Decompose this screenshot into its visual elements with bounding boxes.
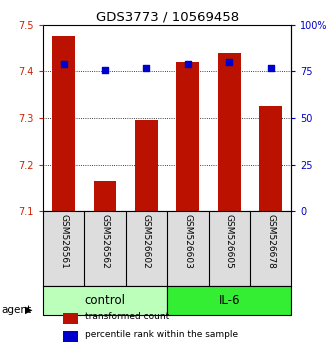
Text: transformed count: transformed count [85, 313, 169, 321]
Text: GSM526603: GSM526603 [183, 213, 192, 268]
Bar [52, 36, 75, 211]
Bar [94, 181, 117, 211]
Bar [167, 286, 291, 315]
Text: IL-6: IL-6 [218, 294, 240, 307]
Text: GSM526678: GSM526678 [266, 213, 275, 268]
Title: GDS3773 / 10569458: GDS3773 / 10569458 [96, 11, 239, 24]
Point [103, 67, 108, 72]
Bar [135, 120, 158, 211]
Bar [43, 286, 167, 315]
Text: percentile rank within the sample: percentile rank within the sample [85, 330, 238, 339]
Point [226, 59, 232, 65]
Point [144, 65, 149, 70]
Point [268, 65, 273, 70]
Bar [218, 53, 241, 211]
Text: GSM526561: GSM526561 [59, 213, 68, 268]
Bar [63, 313, 78, 324]
Bar [176, 62, 199, 211]
Bar [259, 106, 282, 211]
Text: GSM526562: GSM526562 [101, 213, 110, 268]
Text: ▶: ▶ [25, 305, 32, 315]
Point [61, 61, 66, 67]
Text: agent: agent [2, 305, 32, 315]
Text: GSM526602: GSM526602 [142, 213, 151, 268]
Text: control: control [85, 294, 125, 307]
Bar [63, 331, 78, 342]
Point [185, 61, 191, 67]
Text: GSM526605: GSM526605 [225, 213, 234, 268]
